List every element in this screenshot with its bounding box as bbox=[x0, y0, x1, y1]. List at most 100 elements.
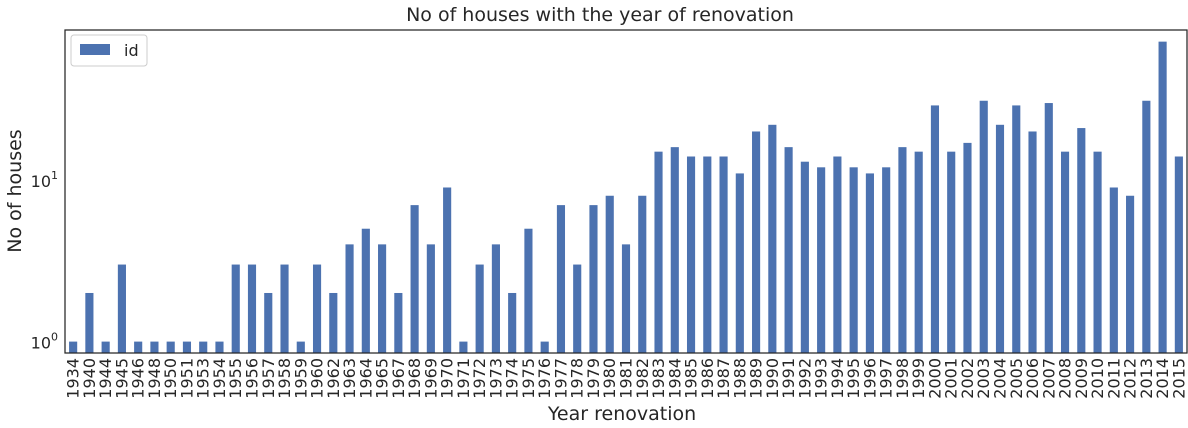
bar-1996 bbox=[865, 173, 874, 353]
bar-1974 bbox=[508, 292, 517, 353]
bar-2002 bbox=[963, 142, 972, 353]
bar-2006 bbox=[1028, 131, 1037, 353]
x-tick-label-1985: 1985 bbox=[682, 358, 701, 399]
x-tick-label-1945: 1945 bbox=[112, 358, 131, 399]
bar-1967 bbox=[394, 292, 403, 353]
bar-1975 bbox=[524, 228, 533, 353]
bar-1984 bbox=[670, 147, 679, 353]
x-tick-label-1996: 1996 bbox=[860, 358, 879, 399]
x-tick-label-1958: 1958 bbox=[275, 358, 294, 399]
bar-1944 bbox=[101, 341, 110, 353]
bar-1956 bbox=[247, 264, 257, 353]
bar-1993 bbox=[817, 167, 826, 353]
bar-1999 bbox=[914, 151, 923, 353]
x-tick-label-1973: 1973 bbox=[486, 358, 505, 399]
x-tick-label-1982: 1982 bbox=[633, 358, 652, 399]
bar-2001 bbox=[947, 151, 956, 353]
bar-1940 bbox=[85, 292, 94, 353]
bar-1954 bbox=[215, 341, 224, 353]
bar-2009 bbox=[1077, 128, 1086, 353]
bar-2011 bbox=[1109, 187, 1118, 353]
bar-1948 bbox=[150, 341, 159, 353]
x-tick-label-1967: 1967 bbox=[389, 358, 408, 399]
bar-2013 bbox=[1142, 100, 1151, 353]
bar-2010 bbox=[1093, 151, 1102, 353]
x-tick-label-1997: 1997 bbox=[877, 358, 896, 399]
bar-1963 bbox=[345, 244, 354, 353]
bar-1991 bbox=[784, 147, 793, 353]
x-tick-label-1988: 1988 bbox=[730, 358, 749, 399]
bar-1994 bbox=[833, 156, 842, 353]
bar-1980 bbox=[605, 195, 614, 353]
bar-1955 bbox=[231, 264, 240, 353]
x-tick-label-2012: 2012 bbox=[1121, 358, 1140, 399]
x-tick-label-1946: 1946 bbox=[129, 358, 148, 399]
x-tick-label-2002: 2002 bbox=[958, 358, 977, 399]
bar-1985 bbox=[686, 156, 696, 353]
x-tick-label-1984: 1984 bbox=[665, 358, 684, 399]
x-tick-label-1948: 1948 bbox=[145, 358, 164, 399]
x-tick-label-2014: 2014 bbox=[1153, 358, 1172, 399]
x-tick-label-2008: 2008 bbox=[1056, 358, 1075, 399]
bar-2012 bbox=[1126, 195, 1135, 353]
x-tick-label-1998: 1998 bbox=[893, 358, 912, 399]
legend-swatch bbox=[80, 44, 110, 55]
bar-1972 bbox=[475, 264, 484, 353]
bar-1997 bbox=[882, 167, 891, 353]
x-tick-label-1965: 1965 bbox=[373, 358, 392, 399]
bar-1971 bbox=[459, 341, 468, 353]
y-tick-label-10: 101 bbox=[31, 169, 58, 191]
x-tick-label-1963: 1963 bbox=[340, 358, 359, 399]
bar-1998 bbox=[898, 147, 907, 353]
y-axis-label: No of houses bbox=[4, 129, 26, 252]
x-tick-label-1968: 1968 bbox=[405, 358, 424, 399]
bar-1987 bbox=[719, 156, 728, 353]
x-tick-label-1975: 1975 bbox=[519, 358, 538, 399]
bar-1982 bbox=[638, 195, 647, 353]
bar-1992 bbox=[800, 161, 809, 353]
x-tick-label-1989: 1989 bbox=[747, 358, 766, 399]
bar-1934 bbox=[69, 341, 78, 353]
bar-1950 bbox=[166, 341, 175, 353]
x-axis-label: Year renovation bbox=[547, 403, 696, 425]
bar-1969 bbox=[426, 244, 435, 353]
x-tick-label-1950: 1950 bbox=[161, 358, 180, 399]
x-tick-label-1992: 1992 bbox=[795, 358, 814, 399]
x-tick-label-1969: 1969 bbox=[421, 358, 440, 399]
x-tick-label-1993: 1993 bbox=[812, 358, 831, 399]
x-tick-label-1981: 1981 bbox=[617, 358, 636, 399]
x-tick-label-1962: 1962 bbox=[324, 358, 343, 399]
bar-1959 bbox=[296, 341, 305, 353]
x-tick-label-2010: 2010 bbox=[1088, 358, 1107, 399]
bar-1958 bbox=[280, 264, 289, 353]
x-tick-label-1956: 1956 bbox=[243, 358, 262, 399]
x-tick-label-1944: 1944 bbox=[96, 358, 115, 399]
bar-1968 bbox=[410, 205, 419, 353]
x-tick-label-1972: 1972 bbox=[470, 358, 489, 399]
x-tick-label-1987: 1987 bbox=[714, 358, 733, 399]
x-tick-label-2003: 2003 bbox=[974, 358, 993, 399]
bar-1983 bbox=[654, 151, 663, 353]
x-tick-label-2013: 2013 bbox=[1137, 358, 1156, 399]
bar-1960 bbox=[312, 264, 322, 353]
bars-group bbox=[69, 41, 1183, 353]
x-tick-label-1940: 1940 bbox=[80, 358, 99, 399]
bar-1965 bbox=[378, 244, 387, 353]
bar-1979 bbox=[589, 205, 598, 353]
y-axis-ticks: 100 101 bbox=[31, 169, 58, 353]
bar-2007 bbox=[1044, 103, 1053, 353]
x-tick-label-1995: 1995 bbox=[844, 358, 863, 399]
bar-1976 bbox=[540, 341, 549, 353]
bar-1945 bbox=[117, 264, 126, 353]
bar-2014 bbox=[1158, 41, 1167, 353]
bar-2005 bbox=[1012, 105, 1021, 353]
x-tick-label-1934: 1934 bbox=[64, 358, 83, 399]
bar-1978 bbox=[573, 264, 582, 353]
bar-1962 bbox=[329, 292, 338, 353]
x-tick-label-2000: 2000 bbox=[925, 358, 944, 399]
bar-1990 bbox=[768, 124, 777, 353]
x-tick-label-1970: 1970 bbox=[438, 358, 457, 399]
x-tick-label-1977: 1977 bbox=[551, 358, 570, 399]
bar-1989 bbox=[752, 131, 761, 353]
